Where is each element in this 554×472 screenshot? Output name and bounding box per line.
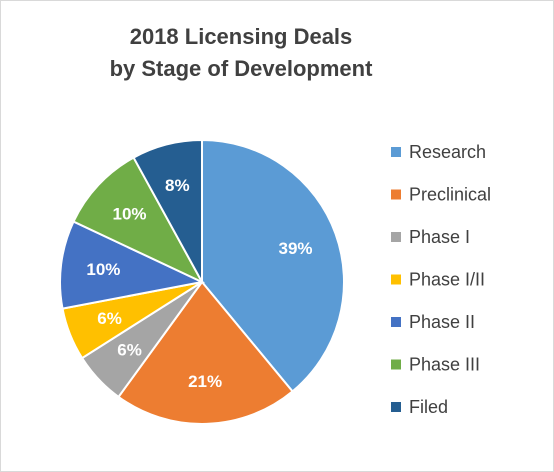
chart-title: 2018 Licensing Deals by Stage of Develop… — [41, 21, 441, 85]
legend-label: Research — [409, 142, 486, 162]
data-label-filed: 8% — [165, 176, 190, 195]
legend-label: Phase I/II — [409, 270, 485, 290]
chart-title-line-2: by Stage of Development — [109, 56, 373, 81]
legend-label: Preclinical — [409, 185, 491, 205]
legend-swatch — [391, 189, 401, 200]
pie-slice-filed — [132, 138, 203, 283]
legend-swatch — [391, 232, 401, 242]
legend-label: Phase I — [409, 227, 470, 247]
pie-slice-research — [201, 138, 345, 393]
legend-item-research: Research — [391, 142, 486, 162]
legend-swatch — [391, 274, 401, 285]
legend-swatch — [391, 359, 401, 370]
legend-item-phase-iii: Phase III — [391, 355, 480, 375]
pie-data-labels: 39% 21% 6% 6% 10% 10% 8% — [86, 176, 312, 391]
pie-slice-preclinical — [117, 280, 294, 425]
pie-slices — [59, 138, 345, 425]
legend-swatch — [391, 317, 401, 327]
data-label-phase-i-ii: 6% — [97, 309, 122, 328]
chart-title-line-1: 2018 Licensing Deals — [129, 24, 353, 49]
legend-item-filed: Filed — [391, 397, 448, 417]
legend: Research Preclinical Phase I Phase I/II Phas… — [391, 142, 491, 417]
data-label-research: 39% — [279, 239, 313, 258]
data-label-phase-ii: 10% — [86, 260, 120, 279]
pie-slice-phase-ii — [59, 220, 206, 310]
legend-label: Phase III — [409, 355, 480, 375]
legend-swatch — [391, 147, 401, 157]
data-label-phase-i: 6% — [117, 341, 142, 360]
legend-label: Filed — [409, 397, 448, 417]
pie-slice-phase-iii — [72, 156, 205, 285]
legend-item-phase-ii: Phase II — [391, 312, 475, 332]
legend-swatch — [391, 402, 401, 412]
data-label-phase-iii: 10% — [113, 204, 147, 223]
legend-item-phase-i-ii: Phase I/II — [391, 270, 485, 290]
legend-item-phase-i: Phase I — [391, 227, 470, 247]
data-label-preclinical: 21% — [188, 372, 222, 391]
legend-label: Phase II — [409, 312, 475, 332]
legend-item-preclinical: Preclinical — [391, 185, 491, 205]
